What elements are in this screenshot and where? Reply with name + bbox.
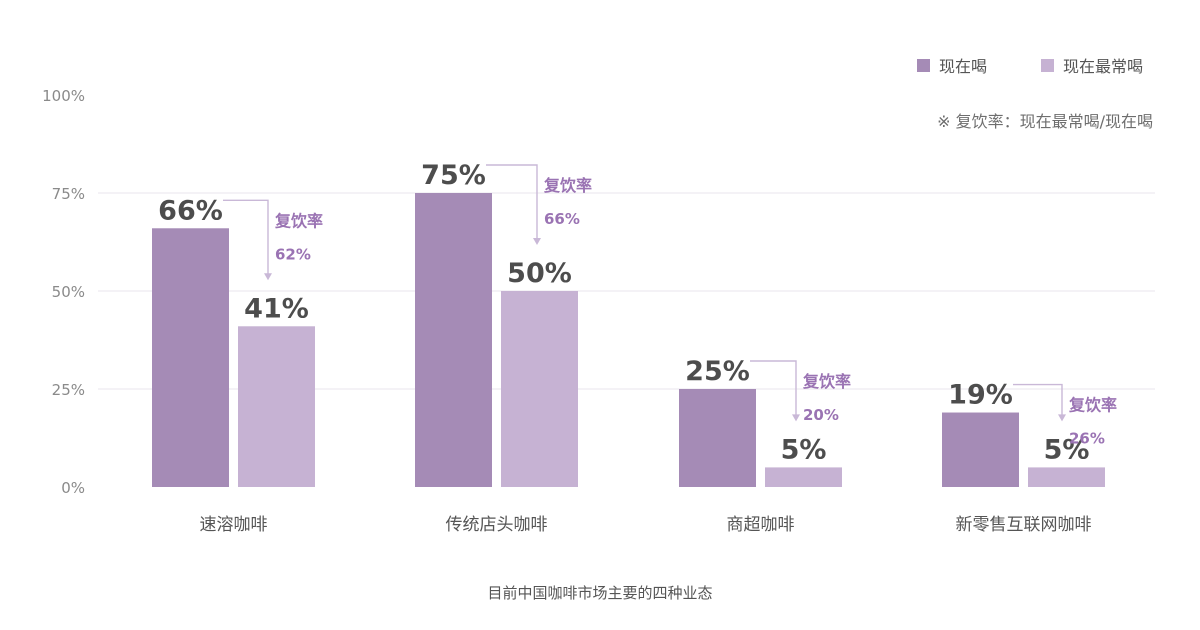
chart-caption: 目前中国咖啡市场主要的四种业态 [487,584,712,602]
x-tick-label: 商超咖啡 [727,515,795,535]
repeat-rate-connector [223,199,269,277]
x-tick-label: 传统店头咖啡 [446,515,548,535]
legend-swatch [1041,59,1054,72]
x-tick-label: 速溶咖啡 [200,515,268,535]
repeat-rate-value: 62% [275,245,311,263]
connector-arrowhead [792,414,800,422]
y-tick-label: 25% [52,381,85,399]
legend-label: 现在喝 [939,57,987,76]
bar-现在喝 [152,228,229,487]
data-label: 25% [685,356,750,387]
y-tick-label: 50% [52,283,85,301]
connector-arrowhead [533,238,541,245]
data-label: 66% [158,195,223,226]
legend-label: 现在最常喝 [1063,57,1143,76]
data-label: 75% [421,160,486,191]
repeat-rate-label: 复饮率 [543,176,592,195]
repeat-rate-label: 复饮率 [802,372,851,391]
x-tick-label: 新零售互联网咖啡 [956,515,1092,535]
connector-arrowhead [1058,414,1066,422]
bar-现在喝 [942,412,1019,487]
y-tick-label: 0% [61,479,85,497]
y-tick-label: 100% [42,87,85,105]
data-label: 5% [781,434,827,465]
data-label: 19% [948,380,1013,411]
repeat-rate-value: 20% [803,406,839,424]
repeat-rate-connector [750,360,797,418]
data-label: 5% [1044,434,1090,465]
data-label: 41% [244,293,309,324]
repeat-rate-connector [1013,383,1063,418]
connector-arrowhead [264,273,272,281]
repeat-rate-value: 66% [544,210,580,228]
repeat-rate-note: ※ 复饮率：现在最常喝/现在喝 [937,112,1153,131]
repeat-rate-value: 26% [1069,430,1105,448]
legend-swatch [917,59,930,72]
bar-现在最常喝 [765,467,842,487]
bar-现在喝 [679,389,756,487]
repeat-rate-label: 复饮率 [1068,396,1117,415]
bar-现在最常喝 [501,291,578,487]
bar-现在喝 [415,193,492,487]
bar-现在最常喝 [238,326,315,487]
repeat-rate-connector [486,164,538,241]
bar-现在最常喝 [1028,467,1105,487]
repeat-rate-label: 复饮率 [274,211,323,230]
data-label: 50% [507,258,572,289]
y-tick-label: 75% [52,185,85,203]
